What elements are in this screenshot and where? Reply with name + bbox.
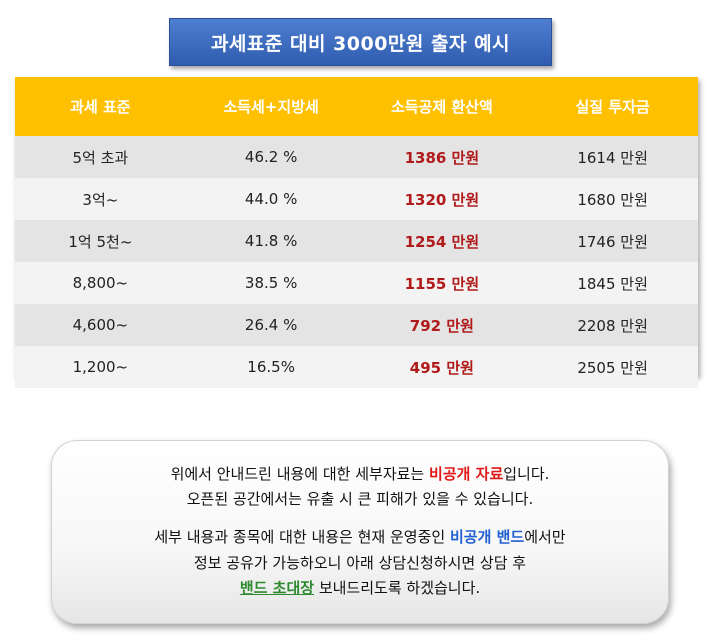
- table-row: 1억 5천~ 41.8 % 1254 만원 1746 만원: [15, 220, 698, 262]
- notice-text: 입니다.: [503, 465, 550, 483]
- notice-line-2: 오픈된 공간에서는 유출 시 큰 피해가 있을 수 있습니다.: [186, 490, 534, 508]
- cell-deduction: 1386 만원: [356, 136, 528, 178]
- header-deduction-amount: 소득공제 환산액: [356, 77, 528, 136]
- notice-text: 에서만: [524, 528, 566, 546]
- page-title: 과세표준 대비 3000만원 출자 예시: [169, 18, 552, 66]
- notice-line-3: 세부 내용과 종목에 대한 내용은 현재 운영중인 비공개 밴드에서만: [52, 526, 668, 548]
- table-header-row: 과세 표준 소득세+지방세 소득공제 환산액 실질 투자금: [15, 77, 698, 136]
- cell-actual: 2208 만원: [527, 304, 698, 346]
- notice-line-5: 밴드 초대장 보내드리도록 하겠습니다.: [52, 577, 668, 599]
- band-invitation-link[interactable]: 밴드 초대장: [239, 579, 315, 597]
- table-row: 1,200~ 16.5% 495 만원 2505 만원: [15, 346, 698, 388]
- table-row: 8,800~ 38.5 % 1155 만원 1845 만원: [15, 262, 698, 304]
- cell-bracket: 8,800~: [15, 262, 186, 304]
- cell-bracket: 4,600~: [15, 304, 186, 346]
- table-row: 3억~ 44.0 % 1320 만원 1680 만원: [15, 178, 698, 220]
- notice-line-1: 위에서 안내드린 내용에 대한 세부자료는 비공개 자료입니다.: [52, 463, 668, 485]
- cell-bracket: 3억~: [15, 178, 186, 220]
- private-material-highlight: 비공개 자료: [429, 465, 504, 483]
- cell-rate: 26.4 %: [185, 304, 357, 346]
- cell-actual: 1680 만원: [527, 178, 698, 220]
- notice-text: 보내드리도록 하겠습니다.: [314, 579, 481, 597]
- cell-rate: 41.8 %: [185, 220, 357, 262]
- cell-rate: 38.5 %: [185, 262, 357, 304]
- cell-actual: 1746 만원: [527, 220, 698, 262]
- cell-deduction: 1155 만원: [356, 262, 528, 304]
- cell-deduction: 1254 만원: [356, 220, 528, 262]
- cell-deduction: 1320 만원: [356, 178, 528, 220]
- header-actual-investment: 실질 투자금: [527, 77, 698, 136]
- cell-bracket: 1,200~: [15, 346, 186, 388]
- cell-rate: 16.5%: [185, 346, 357, 388]
- notice-box: 위에서 안내드린 내용에 대한 세부자료는 비공개 자료입니다. 오픈된 공간에…: [51, 440, 669, 624]
- cell-actual: 1845 만원: [527, 262, 698, 304]
- cell-deduction: 495 만원: [356, 346, 528, 388]
- cell-rate: 46.2 %: [185, 136, 357, 178]
- cell-deduction: 792 만원: [356, 304, 528, 346]
- notice-text: 위에서 안내드린 내용에 대한 세부자료는: [170, 465, 430, 483]
- notice-line-4: 정보 공유가 가능하오니 아래 상담신청하시면 상담 후: [193, 554, 527, 572]
- cell-actual: 1614 만원: [527, 136, 698, 178]
- notice-text: 세부 내용과 종목에 대한 내용은 현재 운영중인: [154, 528, 450, 546]
- header-tax-rate: 소득세+지방세: [185, 77, 357, 136]
- cell-bracket: 1억 5천~: [15, 220, 186, 262]
- cell-bracket: 5억 초과: [15, 136, 186, 178]
- table-row: 4,600~ 26.4 % 792 만원 2208 만원: [15, 304, 698, 346]
- header-tax-bracket: 과세 표준: [15, 77, 186, 136]
- private-band-highlight: 비공개 밴드: [449, 528, 525, 546]
- cell-actual: 2505 만원: [527, 346, 698, 388]
- cell-rate: 44.0 %: [185, 178, 357, 220]
- tax-table: 과세 표준 소득세+지방세 소득공제 환산액 실질 투자금 5억 초과 46.2…: [15, 77, 698, 388]
- table-row: 5억 초과 46.2 % 1386 만원 1614 만원: [15, 136, 698, 178]
